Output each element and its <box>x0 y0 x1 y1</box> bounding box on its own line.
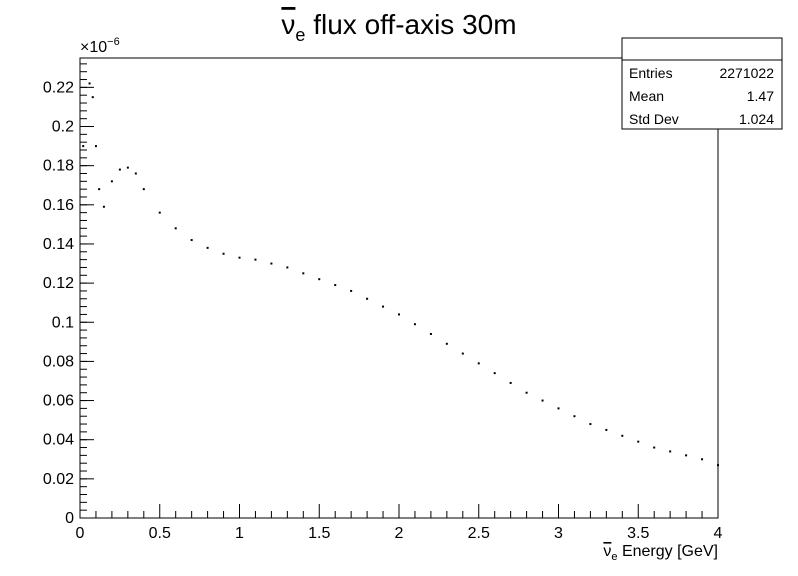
chart-title-rest: flux off-axis 30m <box>305 9 516 40</box>
chart-title-sub: e <box>295 25 305 45</box>
chart-title-main: ν <box>281 9 295 40</box>
data-point <box>190 239 193 242</box>
data-point <box>110 180 113 183</box>
data-point <box>134 172 137 175</box>
x-tick-label: 0.5 <box>149 525 171 542</box>
data-point <box>302 272 305 275</box>
data-point <box>429 333 432 335</box>
data-point <box>350 289 353 292</box>
data-point <box>717 464 719 467</box>
data-point <box>126 166 129 169</box>
stats-box-frame <box>621 37 783 130</box>
y-tick-label: 0.18 <box>43 158 74 175</box>
data-point <box>254 258 257 261</box>
data-point <box>318 278 321 281</box>
data-point <box>91 96 94 99</box>
y-tick-label: 0.2 <box>52 119 74 136</box>
data-point <box>509 381 512 384</box>
data-point <box>477 362 480 365</box>
stats-entries-value: 2271022 <box>719 65 774 81</box>
y-tick-label: 0.06 <box>43 393 74 410</box>
data-point <box>222 252 225 255</box>
stats-mean-label: Mean <box>629 88 664 104</box>
data-point <box>270 262 273 265</box>
data-point <box>286 266 289 269</box>
data-point <box>366 297 369 300</box>
y-tick-label: 0.12 <box>43 275 74 292</box>
x-tick-label: 3 <box>554 525 563 542</box>
data-point <box>525 391 528 394</box>
data-point <box>118 168 121 171</box>
y-axis: 0 0.02 0.04 0.06 0.08 0.1 0.12 0.14 0.16 0.18 0.2 0… <box>43 63 94 527</box>
y-tick-label: 0.1 <box>52 314 74 331</box>
data-point <box>557 407 560 410</box>
data-point <box>206 246 209 249</box>
data-point <box>653 446 656 449</box>
data-point <box>142 188 145 191</box>
data-point <box>461 352 464 355</box>
y-tick-label: 0 <box>65 510 74 527</box>
data-points <box>82 82 719 467</box>
chart-title: νe flux off-axis 30m <box>281 9 516 45</box>
data-point <box>637 440 640 443</box>
x-tick-label: 0 <box>76 525 85 542</box>
data-point <box>102 205 105 208</box>
data-point <box>669 450 672 453</box>
stats-stddev-label: Std Dev <box>629 111 679 127</box>
y-exponent-label: ×10−6 <box>80 36 120 56</box>
x-tick-label: 1 <box>235 525 244 542</box>
y-tick-label: 0.16 <box>43 197 74 214</box>
data-point <box>413 323 416 326</box>
data-point <box>445 342 448 345</box>
y-tick-label: 0.04 <box>43 432 74 449</box>
data-point <box>573 415 576 418</box>
data-point <box>88 82 91 85</box>
stats-box: Entries 2271022 Mean 1.47 Std Dev 1.024 <box>621 37 783 130</box>
data-point <box>701 458 704 461</box>
data-point <box>238 256 241 259</box>
data-point <box>541 399 544 402</box>
x-tick-label: 2 <box>395 525 404 542</box>
y-tick-label: 0.02 <box>43 471 74 488</box>
x-tick-label: 4 <box>714 525 723 542</box>
data-point <box>82 145 85 148</box>
data-point <box>493 372 496 375</box>
data-point <box>589 423 592 426</box>
x-axis: 0 0.5 1 1.5 2 2.5 3 3.5 4 <box>76 504 723 542</box>
y-tick-label: 0.14 <box>43 236 74 253</box>
data-point <box>621 434 624 437</box>
data-point <box>98 188 101 191</box>
stats-entries-label: Entries <box>629 65 673 81</box>
data-point <box>334 284 337 287</box>
x-tick-label: 2.5 <box>468 525 490 542</box>
data-point <box>158 211 161 214</box>
stats-stddev-value: 1.024 <box>739 111 774 127</box>
y-tick-label: 0.22 <box>43 79 74 96</box>
data-point <box>685 454 688 457</box>
data-point <box>382 305 385 308</box>
x-axis-title: νe Energy [GeV] <box>603 543 718 563</box>
x-tick-label: 3.5 <box>627 525 649 542</box>
data-point <box>94 145 97 148</box>
y-tick-label: 0.08 <box>43 353 74 370</box>
x-tick-label: 1.5 <box>308 525 330 542</box>
data-point <box>605 428 608 431</box>
data-point <box>174 227 177 230</box>
stats-mean-value: 1.47 <box>747 88 774 104</box>
data-point <box>398 313 400 316</box>
